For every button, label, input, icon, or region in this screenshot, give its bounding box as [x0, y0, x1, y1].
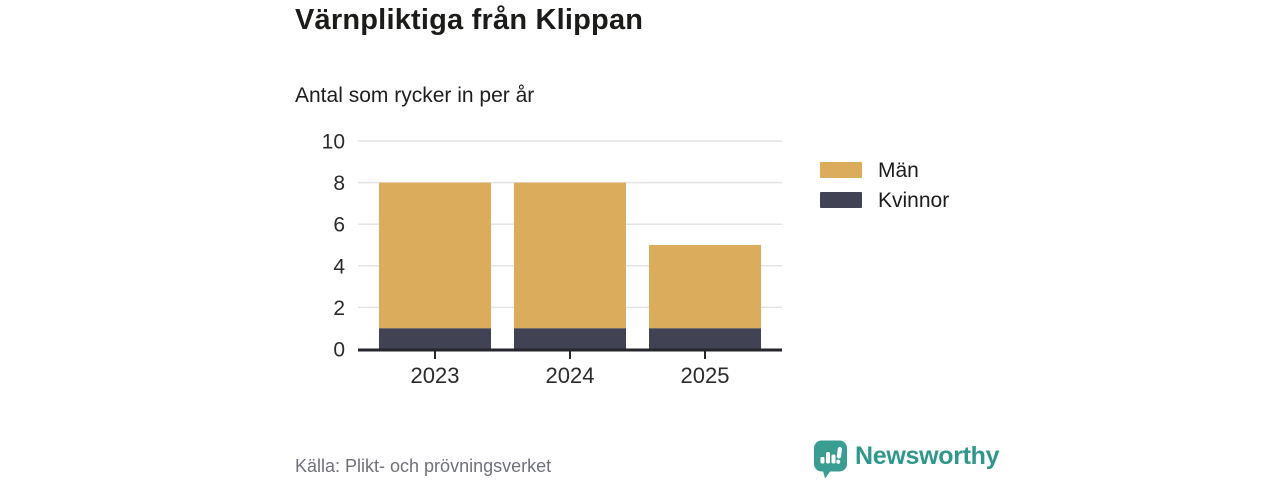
y-tick-label: 0 [333, 339, 345, 362]
chart-legend: Män Kvinnor [820, 158, 950, 221]
legend-swatch [820, 192, 862, 208]
legend-item: Kvinnor [820, 188, 950, 212]
newsworthy-logo: Newsworthy [813, 440, 1000, 479]
legend-swatch [820, 162, 862, 178]
newsworthy-logo-text: Newsworthy [855, 442, 1000, 470]
source-note: Källa: Plikt- och prövningsverket [295, 456, 552, 476]
y-tick-label: 2 [333, 297, 345, 320]
bar-chart-svg: 0 2 4 6 8 10 2023 2024 2025 [322, 131, 782, 388]
bar-segment-män-2023 [379, 182, 491, 329]
y-tick-label: 10 [322, 131, 345, 154]
legend-label: Män [878, 158, 919, 182]
legend-label: Kvinnor [878, 188, 950, 212]
bar-segment-kvinnor-2024 [514, 328, 626, 349]
y-tick-label: 6 [333, 214, 345, 237]
bar-chart-glyph [820, 447, 842, 464]
chart-subtitle: Antal som rycker in per år [295, 84, 535, 107]
speech-bubble-shape [814, 440, 847, 479]
bar-segment-män-2025 [649, 245, 761, 329]
x-tick-label: 2024 [546, 363, 595, 388]
x-tick-label: 2023 [411, 363, 460, 388]
newsworthy-logo-icon [814, 440, 847, 479]
legend-item: Män [820, 158, 949, 182]
bar-segment-män-2024 [514, 182, 626, 329]
y-tick-label: 8 [333, 172, 345, 195]
chart-title: Värnpliktiga från Klippan [295, 4, 644, 36]
x-tick-label: 2025 [681, 363, 730, 388]
y-tick-label: 4 [333, 255, 345, 278]
bar-segment-kvinnor-2023 [379, 328, 491, 349]
bar-segment-kvinnor-2025 [649, 328, 761, 349]
